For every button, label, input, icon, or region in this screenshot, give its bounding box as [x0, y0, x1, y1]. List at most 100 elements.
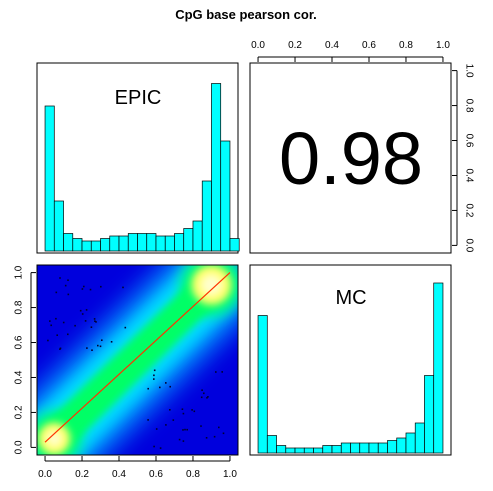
histogram-bar-mc-3	[285, 447, 296, 454]
histogram-bar-epic-20	[229, 238, 240, 252]
top-tick-label-4: 0.8	[399, 40, 413, 51]
right-tick-label-3: 0.6	[463, 134, 474, 148]
histogram-bar-mc-15	[396, 437, 407, 454]
right-tick-label-4: 0.8	[463, 99, 474, 113]
right-tick-label-5: 1.0	[463, 64, 474, 78]
left-y-axis: 0.0 0.2 0.4 0.6 0.8 1.0	[14, 265, 36, 454]
histogram-bar-mc-17	[414, 422, 425, 454]
outlier-point-43	[201, 389, 203, 391]
histogram-bar-mc-18	[424, 375, 435, 454]
panel-epic-frame	[36, 62, 239, 254]
histogram-bar-mc-0	[257, 315, 268, 454]
outlier-point-21	[153, 374, 155, 377]
histogram-bar-mc-1	[266, 435, 277, 454]
outlier-point-32	[81, 288, 84, 290]
histogram-bar-mc-12	[368, 442, 379, 454]
right-tick-label-2: 0.4	[463, 169, 474, 183]
outlier-point-28	[49, 320, 51, 322]
top-tick-label-0: 0.0	[251, 40, 265, 51]
histogram-bar-mc-16	[405, 432, 416, 454]
outlier-point-44	[67, 279, 69, 281]
outlier-point-24	[95, 321, 97, 323]
left-tick-label-1: 0.2	[14, 405, 25, 419]
outlier-point-64	[110, 341, 113, 343]
outlier-point-17	[182, 429, 184, 431]
panel-mc-frame	[249, 264, 452, 456]
histogram-bar-epic-6	[100, 238, 111, 252]
histogram-bar-epic-2	[63, 233, 74, 252]
outlier-point-58	[89, 288, 92, 291]
outlier-point-29	[200, 396, 203, 399]
histogram-bar-mc-2	[276, 445, 287, 454]
top-tick-label-3: 0.6	[362, 40, 376, 51]
histogram-bar-mc-11	[359, 442, 370, 454]
histogram-bar-mc-7	[322, 445, 333, 454]
histogram-bar-mc-4	[294, 447, 305, 454]
histogram-bar-mc-6	[313, 447, 324, 454]
left-tick-label-5: 1.0	[14, 265, 25, 279]
epic-histogram-bars	[44, 83, 240, 252]
panel-density-frame	[36, 264, 239, 456]
outlier-point-36	[67, 293, 70, 296]
outlier-point-23	[184, 428, 186, 431]
outlier-point-50	[55, 291, 58, 294]
outlier-point-18	[90, 326, 93, 328]
top-tick-label-5: 1.0	[436, 40, 450, 51]
outlier-point-57	[153, 445, 155, 448]
panel-correlation: 0.98 0.0 0.2 0.4 0.6 0.8 1.0 0.0 0.2 0.4 0.6 0.8 1…	[249, 40, 474, 254]
panel-correlation-frame	[249, 62, 452, 254]
outlier-point-55	[165, 382, 167, 384]
right-tick-label-0: 0.0	[463, 238, 474, 252]
bottom-tick-label-3: 0.6	[149, 469, 163, 480]
outlier-point-8	[101, 339, 103, 341]
outlier-point-27	[182, 440, 185, 442]
outlier-point-56	[59, 348, 61, 350]
left-tick-label-0: 0.0	[14, 440, 25, 454]
outlier-point-69	[147, 387, 149, 390]
density-peak-high-core	[200, 273, 223, 296]
histogram-bar-epic-13	[164, 235, 175, 252]
outlier-point-5	[169, 385, 171, 388]
outlier-point-13	[222, 432, 225, 435]
fit-line	[44, 272, 231, 443]
outlier-point-59	[213, 435, 216, 438]
outlier-point-33	[182, 412, 185, 415]
panel-label-epic: EPIC	[115, 87, 162, 109]
outlier-point-37	[215, 371, 217, 373]
outlier-point-41	[172, 419, 175, 421]
outlier-point-63	[165, 424, 167, 426]
histogram-bar-mc-14	[387, 440, 398, 454]
right-tick-label-1: 0.2	[463, 203, 474, 217]
outlier-point-30	[124, 326, 127, 329]
outlier-point-0	[85, 309, 88, 311]
histogram-bar-epic-19	[220, 140, 231, 252]
outlier-point-1	[155, 428, 158, 430]
outlier-point-14	[79, 309, 82, 312]
histogram-bar-mc-5	[303, 447, 314, 454]
histogram-bar-mc-19	[433, 282, 444, 454]
mc-histogram-bars	[257, 282, 444, 454]
outlier-point-34	[67, 333, 69, 336]
bottom-tick-label-2: 0.4	[112, 469, 126, 480]
outlier-point-46	[93, 318, 96, 320]
outlier-point-45	[147, 419, 149, 421]
bottom-tick-label-1: 0.2	[75, 469, 89, 480]
outlier-point-9	[191, 409, 193, 411]
outlier-point-67	[178, 438, 181, 441]
histogram-bar-epic-16	[192, 220, 203, 252]
panel-label-mc: MC	[335, 287, 366, 309]
outlier-point-48	[83, 285, 85, 288]
outlier-point-25	[207, 396, 209, 398]
density-peak-low-core	[46, 430, 63, 447]
outlier-point-49	[193, 410, 196, 413]
bottom-x-axis: 0.0 0.2 0.4 0.6 0.8 1.0	[38, 456, 237, 480]
chart-title: CpG base pearson cor.	[175, 7, 317, 22]
top-tick-label-2: 0.4	[325, 40, 339, 51]
outlier-point-10	[59, 347, 62, 350]
outlier-point-11	[221, 371, 223, 373]
outlier-point-42	[62, 321, 65, 324]
outlier-point-15	[200, 425, 202, 427]
left-tick-label-4: 0.8	[14, 300, 25, 314]
outlier-point-35	[205, 437, 208, 439]
